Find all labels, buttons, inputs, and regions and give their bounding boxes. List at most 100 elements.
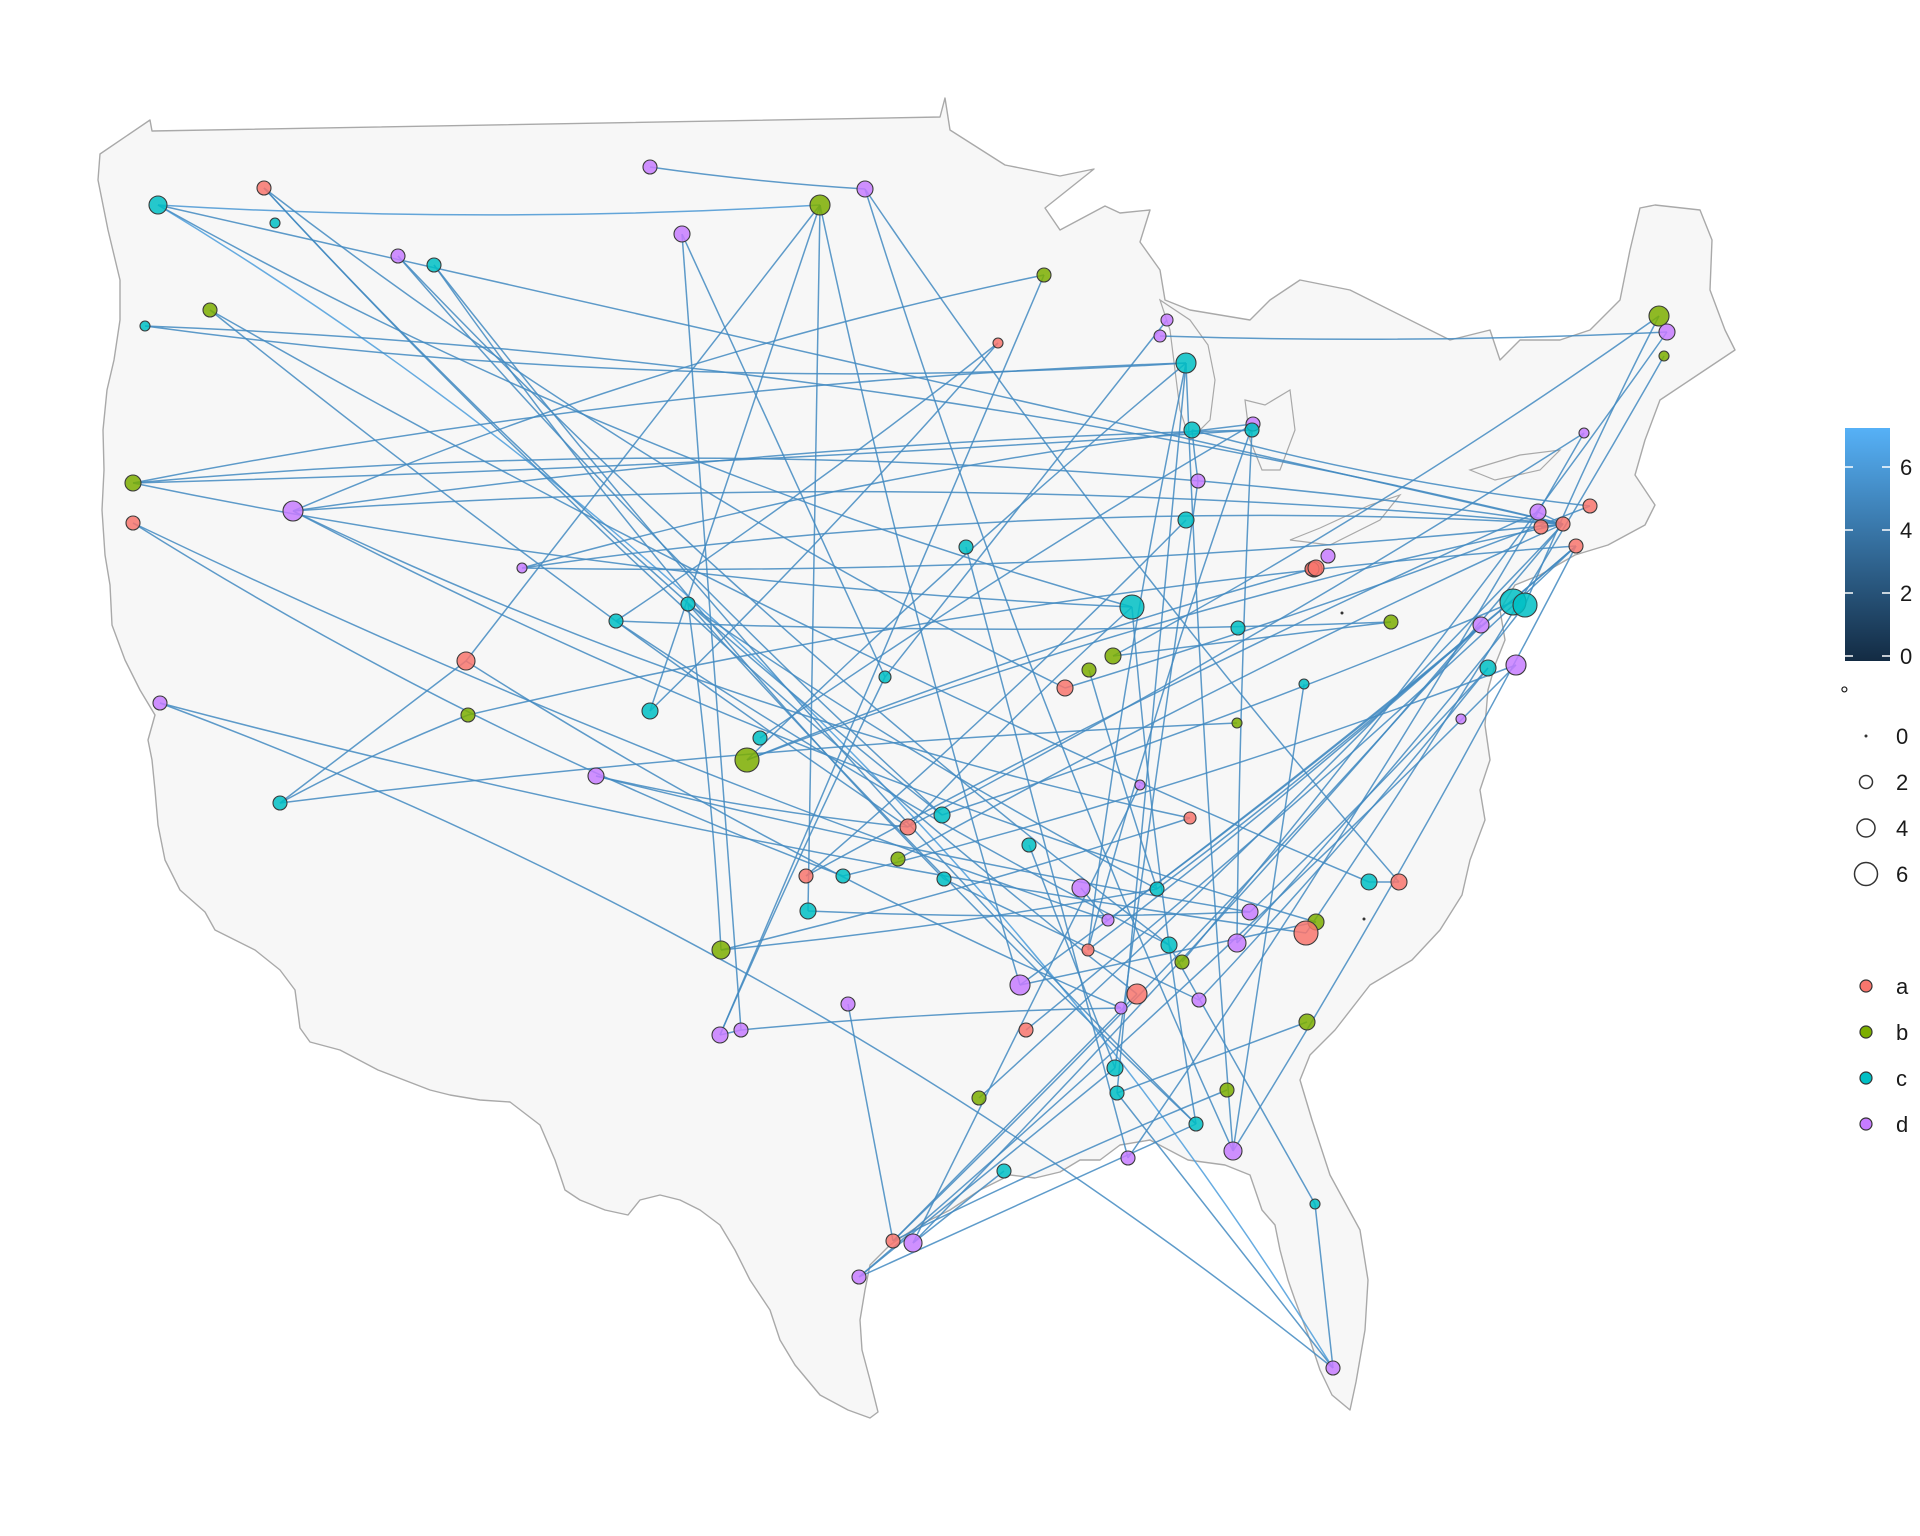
colorbar-tick-6: 6 [1900,455,1912,480]
group-label-a: a [1896,974,1909,999]
edge [279,714,469,804]
node-a [899,818,917,836]
node-d [733,1022,749,1038]
colorbar-ticks [1845,466,1890,657]
node-a [1390,873,1408,891]
edge [1025,545,1577,1031]
node-c [680,596,696,612]
edge [132,522,1109,921]
node-d [1241,903,1259,921]
edge [907,606,1133,828]
node-d [1472,616,1490,634]
size-label-2: 2 [1896,770,1908,795]
edge [807,204,821,912]
edge [759,423,1254,739]
node-d [282,500,304,522]
node-c [272,795,288,811]
node-c [1230,620,1246,636]
node-c [1160,936,1178,954]
node-c [426,257,442,273]
size-label-0: 0 [1896,724,1908,749]
node-b [711,940,731,960]
edge [649,342,999,712]
edge [615,342,999,622]
node-a [798,868,814,884]
node-d [856,180,874,198]
node-d [903,1233,923,1253]
edge [279,660,467,804]
edge [842,664,1517,877]
node-b [202,302,218,318]
edge [1114,480,1199,1069]
node-a [1582,498,1598,514]
node-b [890,851,906,867]
edge [897,523,1564,860]
edge [465,660,1122,1009]
edge [858,1067,1116,1278]
edge [719,676,886,1036]
size-label-6: 6 [1896,862,1908,887]
group-key-c [1859,1071,1873,1085]
node-d [1190,473,1206,489]
edge [912,784,1141,1244]
node-d [1505,654,1527,676]
edge [615,620,1392,630]
edge [1064,505,1591,689]
node-b [1104,647,1122,665]
edge [740,1007,1122,1031]
edge [720,817,1191,951]
edge [132,522,844,877]
node-b [1231,717,1243,729]
edge [521,514,1564,569]
node-b [1036,267,1052,283]
edge [884,319,1168,678]
node-d [1160,313,1174,327]
node-b [1658,350,1670,362]
node-c [799,902,817,920]
edge [159,702,1334,1369]
group-key-b [1859,1025,1873,1039]
node-d [1191,992,1207,1008]
size-key-6 [1853,861,1879,887]
node-b [1298,1013,1316,1031]
node-a [1018,1022,1034,1038]
edge [649,166,866,190]
edge [892,993,1138,1242]
size-label-4: 4 [1896,816,1908,841]
edge [687,603,1158,890]
edge [847,1003,894,1242]
edge [132,457,1564,525]
node-c [148,195,168,215]
edge [687,603,722,951]
node-a [1568,538,1584,554]
node-a [1555,516,1571,532]
edge [1019,545,1577,986]
edge [292,274,1045,512]
edge-weight-colorbar [1845,428,1890,661]
colorbar-tick-0: 0 [1900,644,1912,669]
node-d [1153,329,1167,343]
node-b [1219,1082,1235,1098]
edge [681,233,742,1031]
edge [1116,1021,1308,1094]
node-d [840,996,856,1012]
node-d [1227,933,1247,953]
edge [858,1123,1197,1278]
edge [157,204,1133,608]
edge [465,204,821,662]
usa-landmass [97,97,1736,1419]
node-c [1298,678,1310,690]
node-c [1149,881,1165,897]
node-d [390,248,406,264]
edge [1087,624,1482,951]
node-c [608,613,624,629]
node-b [1383,614,1399,630]
node-point [1362,917,1366,921]
group-label-d: d [1896,1112,1908,1137]
node-d [1455,713,1467,725]
node-d [1325,1360,1341,1376]
edge [912,1170,1005,1244]
edge [807,910,1251,917]
node-a [1533,519,1549,535]
node-d [642,159,658,175]
